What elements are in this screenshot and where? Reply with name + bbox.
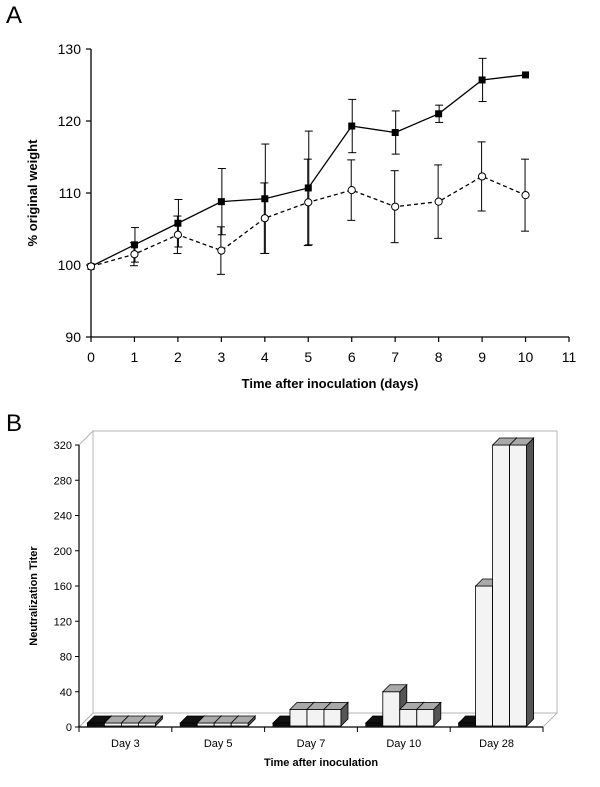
bar-front-face xyxy=(492,444,511,727)
b-y-tick-label: 40 xyxy=(60,687,72,699)
b-x-tick-label: Day 3 xyxy=(111,738,140,750)
data-point-circle xyxy=(347,186,356,195)
x-tick-label: 7 xyxy=(391,349,399,365)
data-point-square xyxy=(522,71,530,79)
x-tick-label: 4 xyxy=(261,349,269,365)
y-axis-title: % original weight xyxy=(25,139,40,247)
x-tick-label: 3 xyxy=(217,349,225,365)
data-point-circle xyxy=(304,198,313,207)
bar-top-face xyxy=(508,437,535,446)
y-tick-label: 110 xyxy=(59,185,82,201)
bar-front-face xyxy=(289,708,308,727)
data-point-circle xyxy=(521,191,530,200)
b-x-tick-label: Day 5 xyxy=(204,738,233,750)
bar-front-face xyxy=(399,708,418,727)
b-y-tick-label: 0 xyxy=(66,722,72,734)
bar-front-face xyxy=(382,691,401,727)
b-y-tick-label: 120 xyxy=(54,616,72,628)
bar-front-face xyxy=(306,708,325,727)
data-point-square xyxy=(217,198,225,206)
b-y-tick-label: 80 xyxy=(60,652,72,664)
data-point-square xyxy=(435,110,443,118)
x-tick-label: 6 xyxy=(348,349,356,365)
bar-front-face xyxy=(458,722,477,727)
bar-front-face xyxy=(323,708,342,727)
x-tick-label: 1 xyxy=(131,349,139,365)
b-y-tick-label: 200 xyxy=(54,546,72,558)
bar-top-face xyxy=(137,715,164,724)
data-point-square xyxy=(348,122,356,130)
x-tick-label: 10 xyxy=(518,349,534,365)
x-axis-title: Time after inoculation (days) xyxy=(242,376,419,391)
bar-front-face xyxy=(121,722,139,727)
data-point-circle xyxy=(391,202,400,211)
data-point-square xyxy=(478,76,486,84)
bar-front-face xyxy=(272,722,291,727)
data-point-square xyxy=(391,129,399,137)
bar-top-face xyxy=(230,715,257,724)
b-x-tick-label: Day 7 xyxy=(297,738,326,750)
x-tick-label: 2 xyxy=(174,349,182,365)
bar-front-face xyxy=(509,444,528,727)
bar-front-face xyxy=(87,722,105,727)
b-x-tick-label: Day 10 xyxy=(386,738,421,750)
y-tick-label: 90 xyxy=(65,329,81,345)
b-y-tick-label: 280 xyxy=(54,475,72,487)
y-tick-label: 100 xyxy=(58,257,82,273)
bar-front-face xyxy=(365,722,384,727)
data-point-circle xyxy=(86,262,96,271)
bar-front-face xyxy=(137,722,156,727)
data-point-circle xyxy=(260,214,269,223)
bar-top-face xyxy=(323,701,349,710)
data-point-circle xyxy=(217,246,226,255)
bar-front-face xyxy=(196,722,215,727)
b-y-axis-title: Neutralization Titer xyxy=(28,546,40,646)
x-tick-label: 11 xyxy=(562,349,577,365)
bar-front-face xyxy=(475,585,494,727)
plot-side-wall xyxy=(78,429,94,729)
x-tick-label: 5 xyxy=(304,349,312,365)
bar-front-face xyxy=(213,722,232,727)
data-point-circle xyxy=(173,230,183,239)
bar-side-face xyxy=(526,437,534,727)
bar-front-face xyxy=(179,722,198,727)
bar-front-face xyxy=(104,722,122,727)
data-point-circle xyxy=(130,250,139,259)
bar-top-face xyxy=(381,684,408,693)
y-tick-label: 130 xyxy=(58,41,82,57)
b-y-tick-label: 240 xyxy=(54,511,72,523)
data-point-circle xyxy=(434,197,443,206)
panel-a-label: A xyxy=(6,2,23,29)
b-x-axis-title: Time after inoculation xyxy=(264,757,378,769)
x-tick-label: 8 xyxy=(435,349,443,365)
data-point-circle xyxy=(477,172,487,181)
b-y-tick-label: 320 xyxy=(54,440,72,452)
panel-b-label: B xyxy=(6,410,23,437)
b-y-tick-label: 160 xyxy=(54,581,72,593)
b-x-tick-label: Day 28 xyxy=(479,738,514,750)
bar-top-face xyxy=(415,701,442,710)
x-tick-label: 9 xyxy=(478,349,486,365)
y-tick-label: 120 xyxy=(58,113,82,129)
x-tick-label: 0 xyxy=(87,349,95,365)
bar-front-face xyxy=(230,722,249,727)
bar-front-face xyxy=(416,708,435,727)
